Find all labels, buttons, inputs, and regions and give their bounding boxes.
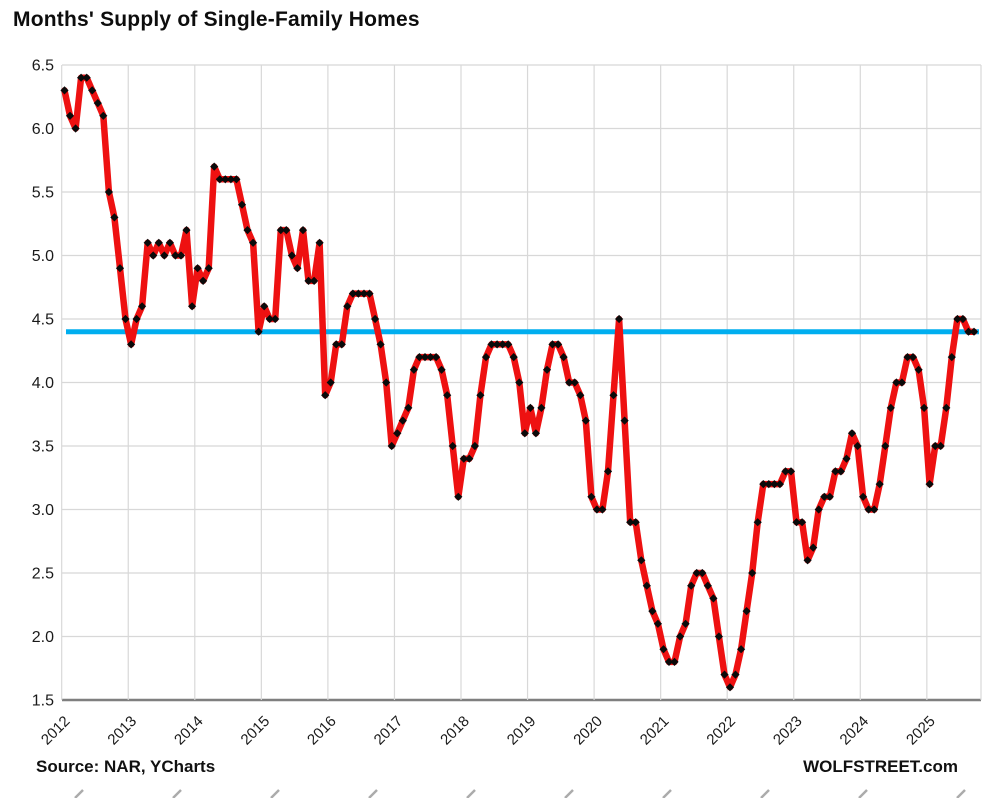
y-axis-tick-label: 3.0: [32, 502, 54, 519]
y-axis-tick-label: 6.0: [32, 121, 54, 138]
cutoff-artifact-mark: [270, 789, 280, 798]
x-axis-year-label: 2024: [837, 713, 873, 749]
cutoff-artifact-mark: [760, 789, 770, 798]
cutoff-artifact-mark: [564, 789, 574, 798]
x-axis-year-label: 2020: [570, 713, 606, 749]
cutoff-artifact-mark: [662, 789, 672, 798]
source-attribution: Source: NAR, YCharts: [36, 757, 216, 776]
y-axis-tick-label: 5.5: [32, 185, 54, 202]
x-axis-year-label: 2015: [238, 713, 274, 749]
supply-series-markers: [60, 73, 979, 692]
y-axis-tick-label: 2.5: [32, 566, 54, 583]
y-axis-tick-label: 4.5: [32, 312, 54, 329]
cutoff-artifact-mark: [74, 789, 84, 798]
y-axis-tick-label: 3.5: [32, 439, 54, 456]
x-axis-year-label: 2017: [371, 713, 407, 749]
x-axis-year-label: 2014: [171, 713, 207, 749]
wolfstreet-branding: WOLFSTREET.com: [803, 757, 958, 776]
cutoff-artifact-mark: [368, 789, 378, 798]
x-axis-year-label: 2023: [770, 713, 806, 749]
x-axis-year-label: 2012: [38, 713, 74, 749]
x-axis-year-label: 2016: [304, 713, 340, 749]
chart-title: Months' Supply of Single-Family Homes: [13, 8, 420, 31]
y-axis-tick-label: 4.0: [32, 375, 54, 392]
x-axis-year-label: 2021: [637, 713, 673, 749]
cutoff-artifact-mark: [172, 789, 182, 798]
x-axis-year-label: 2025: [903, 713, 939, 749]
x-axis-year-label: 2018: [437, 713, 473, 749]
y-axis-tick-label: 6.5: [32, 58, 54, 75]
cutoff-artifact-mark: [956, 789, 966, 798]
x-axis-year-label: 2022: [703, 713, 739, 749]
x-axis-year-label: 2013: [104, 713, 140, 749]
y-axis-tick-label: 1.5: [32, 693, 54, 710]
x-axis-year-label: 2019: [504, 713, 540, 749]
y-axis-tick-label: 2.0: [32, 629, 54, 646]
y-axis-tick-label: 5.0: [32, 248, 54, 265]
cutoff-artifact-mark: [858, 789, 868, 798]
cutoff-artifact-mark: [466, 789, 476, 798]
